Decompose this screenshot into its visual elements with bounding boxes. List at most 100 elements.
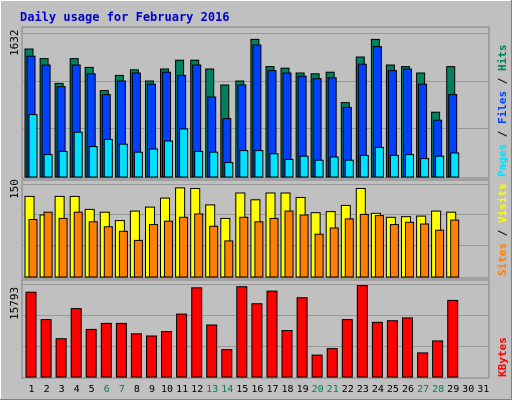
sites-bar — [133, 239, 143, 278]
legend-hits: Hits — [496, 45, 509, 72]
pages-bar — [194, 150, 204, 178]
x-tick-label: 18 — [281, 384, 293, 395]
x-tick-label: 23 — [357, 384, 369, 395]
pages-bar — [179, 128, 189, 178]
x-tick-label: 10 — [161, 384, 173, 395]
pages-bar — [420, 158, 430, 178]
kbytes-bar — [341, 319, 353, 378]
kbytes-bar — [161, 331, 172, 378]
sites-bar — [299, 214, 309, 278]
hits-panel-bars — [24, 38, 460, 178]
visits-panel-bars — [24, 187, 460, 278]
kbytes-bar — [221, 349, 233, 378]
pages-bar — [149, 148, 158, 178]
sites-bar — [405, 221, 414, 278]
sites-bar — [88, 221, 98, 278]
x-tick-label: 31 — [477, 384, 489, 395]
kbytes-panel-legend: KBytes — [496, 337, 509, 377]
pages-bar — [269, 153, 279, 178]
sites-bar — [254, 221, 264, 278]
x-tick-label: 27 — [417, 384, 429, 395]
x-tick-label: 13 — [206, 384, 218, 395]
sites-bar — [164, 220, 173, 278]
pages-bar — [28, 114, 38, 178]
x-tick-label: 30 — [462, 384, 474, 395]
x-tick-label: 3 — [59, 384, 65, 395]
sites-bar — [28, 219, 38, 278]
x-tick-label: 12 — [191, 384, 203, 395]
legend-separator: / — [496, 71, 509, 91]
x-tick-label: 7 — [119, 384, 125, 395]
x-tick-label: 25 — [387, 384, 399, 395]
kbytes-bar — [311, 354, 323, 378]
x-tick-label: 29 — [447, 384, 459, 395]
pages-bar — [239, 150, 249, 178]
x-tick-label: 17 — [266, 384, 278, 395]
sites-bar — [73, 211, 83, 278]
x-tick-label: 19 — [297, 384, 309, 395]
kbytes-bar — [266, 290, 278, 378]
sites-bar — [450, 219, 460, 278]
sites-bar — [269, 217, 279, 278]
pages-bar — [405, 154, 414, 178]
pages-bar — [73, 131, 83, 178]
sites-bar — [359, 213, 369, 278]
sites-bar — [209, 225, 219, 278]
kbytes-bar — [326, 348, 338, 378]
kbytes-bar — [70, 308, 82, 378]
legend-separator: / — [496, 223, 509, 243]
pages-bar — [314, 159, 324, 178]
visits-ymax-label: 150 — [8, 179, 21, 199]
kbytes-bar — [356, 285, 368, 378]
kbytes-bar — [371, 321, 383, 378]
pages-bar — [209, 151, 219, 178]
x-tick-label: 28 — [432, 384, 444, 395]
pages-bar — [329, 156, 339, 178]
kbytes-bar — [130, 333, 142, 378]
x-tick-label: 22 — [342, 384, 354, 395]
pages-bar — [88, 146, 98, 178]
kbytes-ymax-label: 15793 — [8, 287, 21, 320]
x-tick-label: 24 — [372, 384, 384, 395]
kbytes-bar — [85, 328, 97, 378]
pages-bar — [224, 162, 234, 178]
sites-bar — [284, 210, 294, 278]
pages-bar — [374, 146, 384, 178]
legend-visits: Visits — [496, 183, 509, 223]
kbytes-bar — [40, 319, 52, 378]
pages-bar — [254, 150, 264, 178]
legend-pages: Pages — [496, 144, 509, 177]
kbytes-bar — [236, 286, 248, 378]
legend-files: Files — [496, 91, 509, 124]
sites-bar — [118, 230, 128, 278]
sites-bar — [224, 240, 234, 278]
sites-bar — [194, 213, 204, 278]
sites-bar — [314, 233, 324, 278]
x-tick-label: 6 — [104, 384, 110, 395]
sites-bar — [239, 216, 249, 278]
x-axis-day-labels: 1 2 3 4 5 6 7 8 9 10 11 12 13 14 15 16 17 18 19 20 21 22 23 24 2… — [28, 384, 489, 395]
visits-panel-legend: Sites / Visits — [496, 183, 509, 276]
kbytes-bar — [281, 330, 293, 378]
x-tick-label: 5 — [89, 384, 95, 395]
pages-bar — [344, 159, 354, 178]
sites-bar — [179, 216, 189, 278]
kbytes-bar — [206, 324, 218, 378]
kbytes-bar — [100, 322, 112, 378]
kbytes-panel-bars — [25, 285, 459, 378]
kbytes-bar — [25, 291, 37, 378]
kbytes-bar — [447, 299, 459, 378]
x-tick-label: 26 — [402, 384, 414, 395]
x-tick-label: 14 — [221, 384, 233, 395]
legend-sites: Sites — [496, 243, 509, 276]
kbytes-bar — [191, 287, 203, 378]
pages-bar — [103, 138, 113, 178]
x-tick-label: 2 — [44, 384, 50, 395]
x-tick-label: 8 — [134, 384, 140, 395]
sites-bar — [43, 211, 53, 278]
sites-bar — [329, 227, 339, 278]
sites-bar — [389, 224, 399, 278]
pages-bar — [435, 155, 445, 178]
pages-bar — [118, 143, 128, 178]
